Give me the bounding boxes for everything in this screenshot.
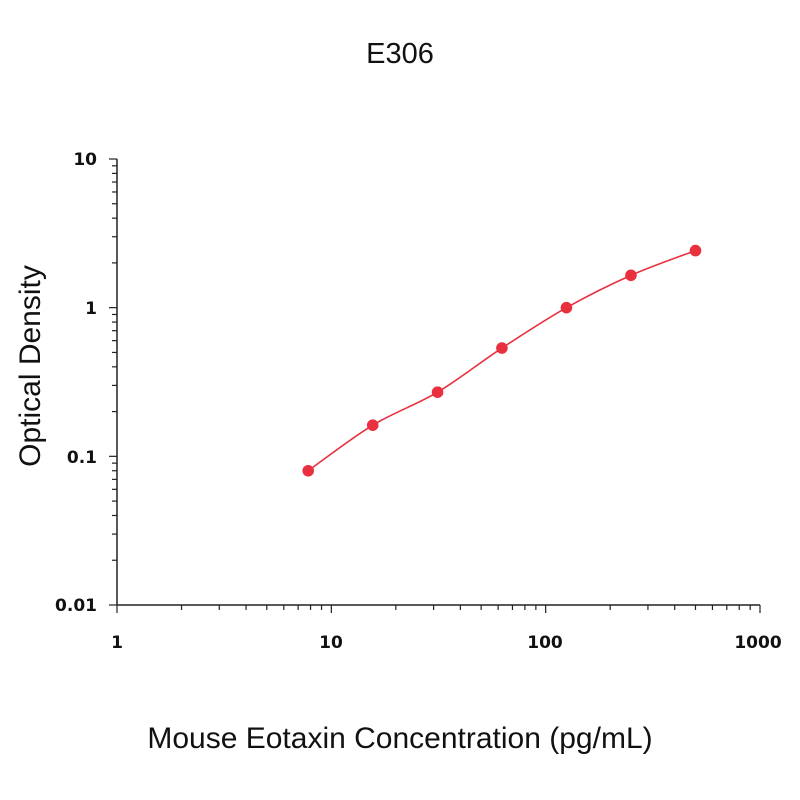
x-axis-label: Mouse Eotaxin Concentration (pg/mL) <box>147 722 652 755</box>
data-point <box>625 269 637 282</box>
y-tick-label: 0.01 <box>55 596 97 616</box>
data-point <box>560 301 573 314</box>
x-tick-label: 1 <box>111 633 123 653</box>
data-point <box>302 464 315 477</box>
chart-title: E306 <box>366 38 434 70</box>
y-tick-label: 0.1 <box>67 448 97 468</box>
data-points <box>302 244 702 477</box>
y-tick-label: 1 <box>85 299 97 319</box>
data-point <box>689 244 702 257</box>
x-tick-label: 100 <box>527 633 563 653</box>
y-axis-label: Optical Density <box>14 265 47 467</box>
data-point <box>496 342 508 354</box>
fit-curve <box>307 249 696 472</box>
y-tick-label: 10 <box>73 150 97 170</box>
data-point <box>431 386 444 399</box>
x-tick-label: 1000 <box>734 633 781 653</box>
y-axis-ticks <box>109 158 117 606</box>
x-axis-ticks <box>116 605 761 613</box>
data-point <box>366 419 379 431</box>
x-tick-label: 10 <box>319 633 343 653</box>
